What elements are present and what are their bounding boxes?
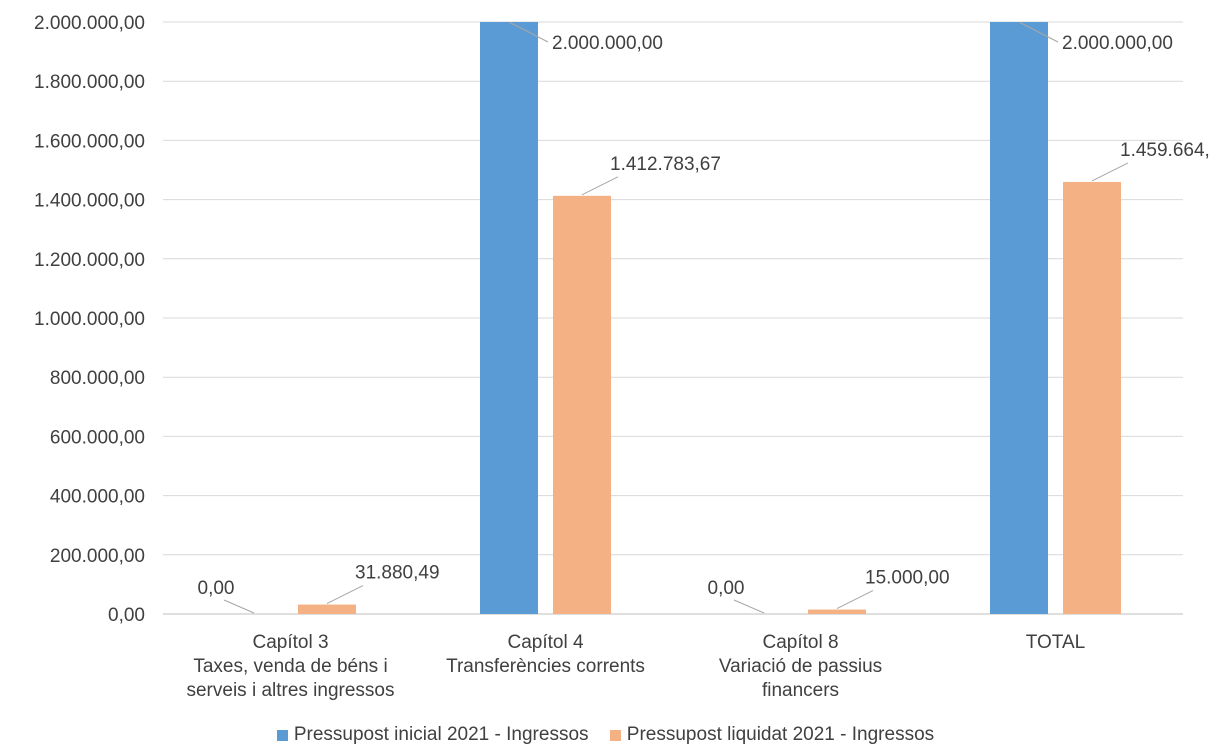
x-category-label: Capítol 3 xyxy=(252,632,328,653)
data-label: 0,00 xyxy=(708,578,745,599)
data-label: 2.000.000,00 xyxy=(1062,33,1173,54)
legend-item-liquidat[interactable]: Pressupost liquidat 2021 - Ingressos xyxy=(609,724,935,746)
y-tick-label: 200.000,00 xyxy=(50,546,145,567)
legend-label-liquidat: Pressupost liquidat 2021 - Ingressos xyxy=(626,724,935,745)
bar-liquidat[interactable] xyxy=(808,609,866,614)
bar-liquidat[interactable] xyxy=(1063,181,1121,615)
y-axis-tick-labels: 0,00 200.000,00 400.000,00 600.000,00 800.00… xyxy=(34,13,145,626)
y-tick-label: 0,00 xyxy=(108,605,145,626)
x-category-label: serveis i altres ingressos xyxy=(186,680,394,701)
y-tick-label: 600.000,00 xyxy=(50,427,145,448)
y-tick-label: 2.000.000,00 xyxy=(34,13,145,34)
leader-line xyxy=(581,176,619,196)
legend: Pressupost inicial 2021 - Ingressos Pres… xyxy=(0,724,1211,747)
data-label: 31.880,49 xyxy=(355,563,440,584)
y-tick-label: 400.000,00 xyxy=(50,487,145,508)
data-label: 0,00 xyxy=(198,578,235,599)
data-label: 2.000.000,00 xyxy=(552,33,663,54)
y-tick-label: 1.400.000,00 xyxy=(34,191,145,212)
bar-chart: 0,00 200.000,00 400.000,00 600.000,00 800.00… xyxy=(34,13,1211,701)
x-category-label: Transferències corrents xyxy=(446,656,645,677)
leader-line xyxy=(836,590,874,610)
data-label-leader-lines xyxy=(223,21,1129,614)
bar-liquidat[interactable] xyxy=(553,195,611,614)
x-axis-category-labels: Capítol 3 Taxes, venda de béns i serveis i… xyxy=(186,632,1085,701)
legend-item-initial[interactable]: Pressupost inicial 2021 - Ingressos xyxy=(276,724,589,746)
bar-initial[interactable] xyxy=(990,22,1048,614)
data-label: 15.000,00 xyxy=(865,568,950,589)
bars xyxy=(298,22,1121,615)
data-labels: 0,00 31.880,49 2.000.000,00 1.412.783,67 0,0… xyxy=(198,33,1211,599)
leader-line xyxy=(733,599,765,614)
x-category-label: Taxes, venda de béns i xyxy=(193,656,387,677)
data-label: 1.459.664,16 xyxy=(1120,140,1211,161)
x-category-label: Capítol 8 xyxy=(762,632,838,653)
y-tick-label: 800.000,00 xyxy=(50,368,145,389)
legend-swatch-liquidat xyxy=(609,729,621,741)
y-tick-label: 1.800.000,00 xyxy=(34,72,145,93)
leader-line xyxy=(1018,21,1059,43)
y-tick-label: 1.600.000,00 xyxy=(34,131,145,152)
x-category-label: financers xyxy=(762,680,839,701)
x-category-label: TOTAL xyxy=(1026,632,1085,653)
bar-liquidat[interactable] xyxy=(298,604,356,614)
leader-line xyxy=(508,21,549,43)
y-tick-label: 1.000.000,00 xyxy=(34,309,145,330)
bar-initial[interactable] xyxy=(480,22,538,614)
leader-line xyxy=(1091,162,1129,182)
data-label: 1.412.783,67 xyxy=(610,154,721,175)
legend-label-initial: Pressupost inicial 2021 - Ingressos xyxy=(293,724,589,745)
leader-line xyxy=(223,599,255,614)
x-category-label: Variació de passius xyxy=(719,656,882,677)
y-tick-label: 1.200.000,00 xyxy=(34,250,145,271)
leader-line xyxy=(326,585,364,605)
x-category-label: Capítol 4 xyxy=(507,632,583,653)
legend-swatch-initial xyxy=(276,729,288,741)
